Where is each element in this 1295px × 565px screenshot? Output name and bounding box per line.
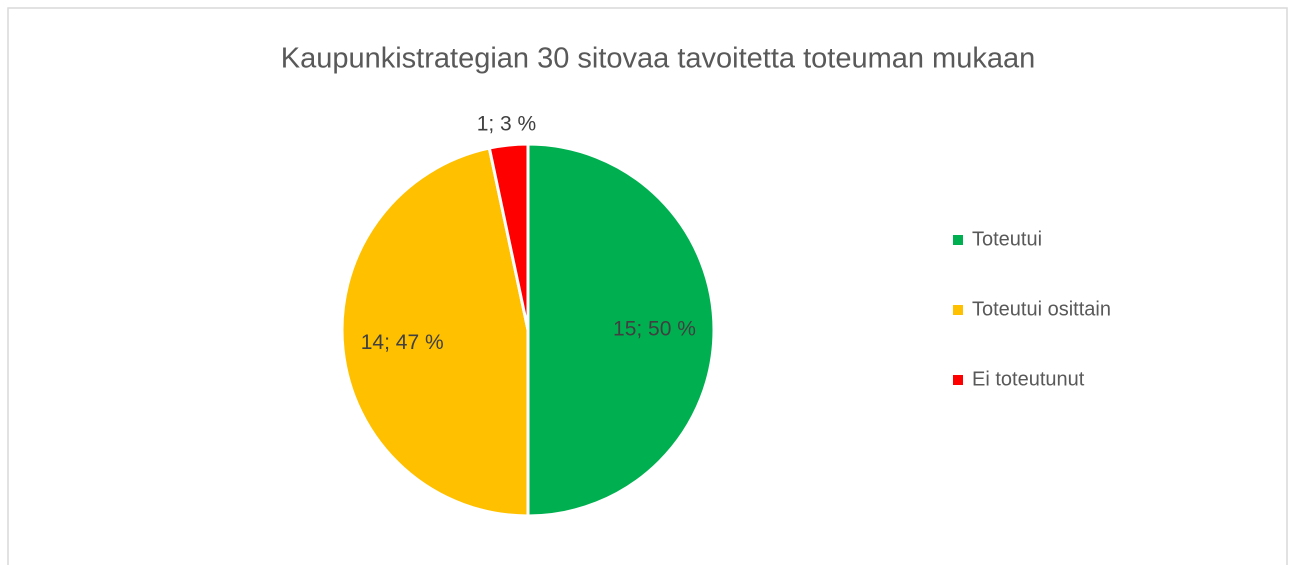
legend-label: Toteutui osittain bbox=[972, 298, 1111, 320]
legend-label: Ei toteutunut bbox=[972, 368, 1085, 390]
pie-slice bbox=[526, 142, 716, 518]
data-label: 1; 3 % bbox=[477, 113, 537, 136]
pie-slice bbox=[340, 146, 530, 518]
legend-swatch bbox=[953, 375, 963, 385]
chart-title: Kaupunkistrategian 30 sitovaa tavoitetta… bbox=[281, 43, 1035, 75]
legend-label: Toteutui bbox=[972, 228, 1042, 250]
legend-swatch bbox=[953, 305, 963, 315]
data-label: 15; 50 % bbox=[613, 318, 696, 341]
pie-slice bbox=[487, 142, 530, 331]
data-label: 14; 47 % bbox=[361, 331, 444, 354]
legend-swatch bbox=[953, 235, 963, 245]
